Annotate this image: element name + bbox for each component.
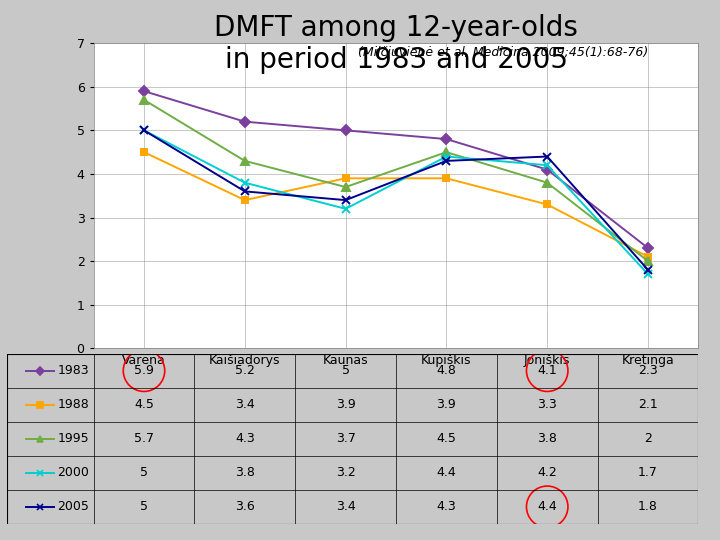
Text: 1.8: 1.8 [638, 500, 658, 514]
Text: 4.8: 4.8 [436, 364, 456, 377]
Text: 2005: 2005 [58, 500, 89, 514]
Text: 2.3: 2.3 [638, 364, 658, 377]
Text: 3.3: 3.3 [537, 398, 557, 411]
Text: 4.2: 4.2 [537, 466, 557, 480]
Text: 3.2: 3.2 [336, 466, 356, 480]
Text: 4.1: 4.1 [537, 364, 557, 377]
Text: 1995: 1995 [58, 432, 89, 445]
Text: 4.5: 4.5 [436, 432, 456, 445]
Text: 5: 5 [140, 500, 148, 514]
Text: 4.3: 4.3 [235, 432, 255, 445]
Text: (Milčiuvienė et al, Medicina 2009;45(1):68-76): (Milčiuvienė et al, Medicina 2009;45(1):… [358, 45, 648, 58]
Text: 3.9: 3.9 [336, 398, 356, 411]
Text: 4.4: 4.4 [436, 466, 456, 480]
Text: 5.9: 5.9 [134, 364, 154, 377]
Text: 4.5: 4.5 [134, 398, 154, 411]
Text: 3.4: 3.4 [336, 500, 356, 514]
Text: 3.8: 3.8 [235, 466, 255, 480]
Text: 2.1: 2.1 [638, 398, 658, 411]
Text: 1988: 1988 [58, 398, 89, 411]
Text: 2: 2 [644, 432, 652, 445]
Text: DMFT among 12-year-olds
in period 1983 and 2005: DMFT among 12-year-olds in period 1983 a… [214, 14, 578, 74]
Text: 5: 5 [341, 364, 350, 377]
Text: 5: 5 [140, 466, 148, 480]
Text: 2000: 2000 [58, 466, 89, 480]
Text: 1983: 1983 [58, 364, 89, 377]
Text: 1.7: 1.7 [638, 466, 658, 480]
Text: 3.7: 3.7 [336, 432, 356, 445]
Text: 3.4: 3.4 [235, 398, 255, 411]
Text: 5.2: 5.2 [235, 364, 255, 377]
Text: 5.7: 5.7 [134, 432, 154, 445]
Text: 3.6: 3.6 [235, 500, 255, 514]
Text: 3.9: 3.9 [436, 398, 456, 411]
Text: 4.3: 4.3 [436, 500, 456, 514]
Text: 4.4: 4.4 [537, 500, 557, 514]
Text: 3.8: 3.8 [537, 432, 557, 445]
